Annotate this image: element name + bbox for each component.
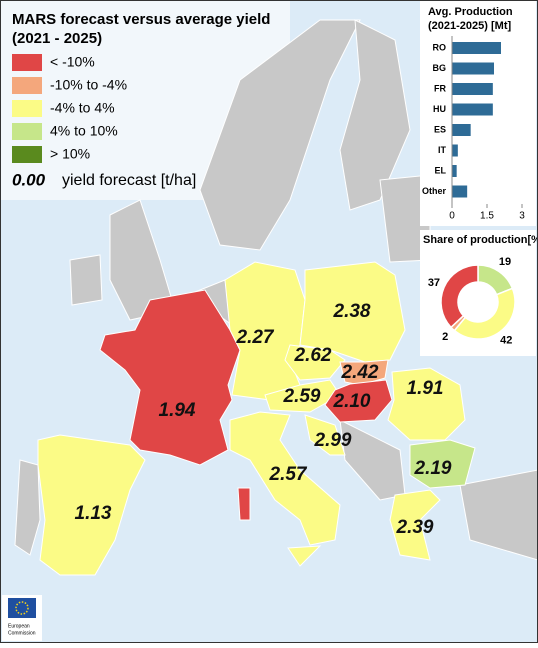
map-label: 2.38 [333, 301, 371, 322]
x-tick-label: 3 [519, 211, 525, 222]
country [324, 379, 393, 423]
bar [452, 144, 458, 157]
bar [452, 185, 468, 198]
value-legend-label: yield forecast [t/ha] [62, 172, 196, 189]
country [339, 19, 411, 211]
legend-swatch [12, 123, 42, 140]
y-tick-label: HU [433, 104, 446, 114]
pie-slice [440, 264, 479, 329]
legend-swatch [12, 77, 42, 94]
country [229, 411, 341, 546]
pie-slice [453, 287, 516, 340]
pie-label: 37 [428, 277, 440, 289]
bar [452, 42, 501, 54]
eu-stars [15, 601, 29, 615]
country [287, 545, 322, 567]
pie-title: Share of production[%] [423, 234, 538, 246]
map-label: 2.57 [269, 464, 308, 485]
bar [452, 83, 493, 95]
map-label: 2.27 [236, 327, 275, 348]
legend: < -10% -10% to -4% -4% to 4% 4% to 10% > 10% [12, 54, 127, 163]
map-label: 2.10 [333, 391, 371, 412]
value-legend-sample: 0.00 [12, 170, 46, 189]
map-label: 2.39 [396, 517, 434, 538]
eu-flag [8, 598, 36, 618]
pie-label: 19 [499, 256, 511, 268]
x-tick-label: 0 [449, 211, 455, 222]
bar [452, 124, 471, 136]
legend-label: -4% to 4% [50, 100, 115, 116]
title: MARS forecast versus average yield [12, 11, 270, 28]
map-label: 2.99 [314, 430, 352, 451]
country [69, 254, 103, 306]
bar [452, 103, 493, 116]
legend-label: -10% to -4% [50, 77, 127, 93]
country [304, 414, 346, 456]
y-tick-label: RO [433, 42, 447, 52]
legend-label: 4% to 10% [50, 123, 118, 139]
map-label: 1.91 [407, 378, 444, 399]
pie-chart: Share of production[%] 19 42 2 37 [423, 234, 538, 347]
country [199, 19, 361, 251]
map-labels: 2.38 2.27 2.62 2.42 1.94 2.59 2.10 1.91 … [75, 301, 452, 538]
country [339, 359, 389, 386]
title: (2021 - 2025) [12, 30, 102, 47]
map-label: 1.13 [75, 503, 112, 524]
country [237, 487, 251, 521]
y-tick-label: IT [438, 145, 447, 155]
footer: European [8, 623, 30, 629]
pie-label: 2 [442, 331, 448, 343]
map [14, 19, 538, 576]
legend-swatch [12, 100, 42, 117]
bar [452, 62, 494, 75]
country [409, 439, 476, 489]
map-label: 2.19 [414, 458, 452, 479]
country [284, 344, 346, 381]
bar [452, 165, 457, 177]
map-label: 2.62 [294, 345, 332, 366]
pie-label: 42 [500, 335, 512, 347]
map-label: 2.59 [283, 386, 321, 407]
map-label: 2.42 [341, 362, 379, 383]
y-tick-label: FR [434, 83, 446, 93]
bar-title: (2021-2025) [Mt] [428, 20, 511, 32]
y-tick-label: EL [434, 165, 446, 175]
bar-title: Avg. Production [428, 6, 513, 18]
x-tick-label: 1.5 [480, 211, 494, 222]
country [389, 489, 441, 561]
map-label: 1.94 [159, 400, 196, 421]
y-tick-label: Other [422, 186, 447, 196]
bar-chart: Avg. Production (2021-2025) [Mt] RO BG FR HU E… [422, 6, 525, 222]
legend-swatch [12, 54, 42, 71]
legend-label: < -10% [50, 54, 95, 70]
y-tick-label: ES [434, 124, 446, 134]
footer: Commission [8, 630, 36, 636]
country [14, 459, 41, 556]
country [387, 367, 466, 441]
y-tick-label: BG [433, 63, 447, 73]
country [37, 434, 146, 576]
legend-label: > 10% [50, 146, 90, 162]
legend-swatch [12, 146, 42, 163]
country [459, 469, 538, 561]
